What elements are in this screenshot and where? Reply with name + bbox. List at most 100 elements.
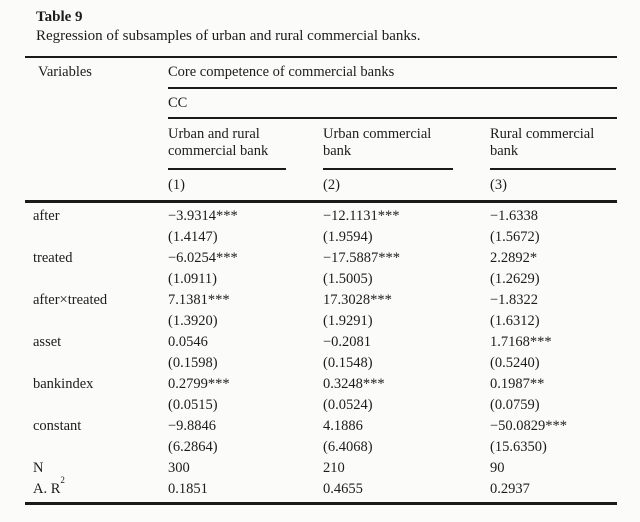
table-caption: Regression of subsamples of urban and ru… [36,28,421,44]
cell: −17.5887*** [323,250,401,266]
cell: −6.0254*** [168,250,238,266]
cell: −9.8846 [168,418,217,434]
cell: 90 [490,460,505,476]
column-header-rule [168,168,286,170]
cell: −3.9314*** [168,208,238,224]
span-header-rule [168,87,617,89]
cc-header: CC [168,94,188,111]
row-label: after [33,208,60,224]
row-label: A. R2 [25,476,168,500]
row-label: treated [33,250,73,266]
table-row-asset-coef: asset 0.0546 −0.2081 1.7168*** [25,332,617,353]
table-top-rule [25,56,617,58]
row-label-superscript: 2 [60,475,65,486]
row-label [25,311,168,332]
table-row-n: N 300 210 90 [25,458,617,479]
row-label: constant [33,418,82,434]
empty-cell [25,119,168,170]
cell: 0.2799*** [168,376,230,392]
cell: 0.1851 [168,481,208,497]
table-row-treated-coef: treated −6.0254*** −17.5887*** 2.2892* [25,248,617,269]
cell: 7.1381*** [168,292,230,308]
model-number-1: (1) [168,176,185,193]
header-row-columns: Urban and rural commercial bank Urban co… [25,119,617,170]
cell: 300 [168,460,190,476]
table-row-constant-se: (6.2864) (6.4068) (15.6350) [25,437,617,458]
column-header-rule [490,168,616,170]
column-header-line: commercial bank [168,143,269,159]
model-number-2: (2) [323,176,340,193]
column-header-line: Urban and rural [168,126,260,142]
row-label: N [33,460,44,476]
cell: (0.5240) [490,355,540,371]
column-header-urban-rural: Urban and rural commercial bank [168,119,323,170]
table-body: after −3.9314*** −12.1131*** −1.6338 (1.… [25,203,617,502]
cell: −50.0829*** [490,418,568,434]
table-row-bankindex-coef: bankindex 0.2799*** 0.3248*** 0.1987** [25,374,617,395]
cell: 17.3028*** [323,292,392,308]
cell: 2.2892* [490,250,538,266]
cell: (6.4068) [323,439,373,455]
cell: (0.1598) [168,355,218,371]
header-row-model-numbers: (1) (2) (3) [25,170,617,200]
column-header-line: Urban commercial [323,126,432,142]
cell: (1.0911) [168,271,217,287]
cell: 0.1987** [490,376,545,392]
cell: (0.0759) [490,397,540,413]
row-label [25,437,168,458]
cell: (6.2864) [168,439,218,455]
row-label [25,395,168,416]
table-caption-block: Table 9 Regression of subsamples of urba… [36,8,616,46]
header-row-span: Variables Core competence of commercial … [25,58,617,87]
cell: 0.4655 [323,481,363,497]
column-header-rule [323,168,453,170]
table-row-asset-se: (0.1598) (0.1548) (0.5240) [25,353,617,374]
cell: (1.6312) [490,313,540,329]
cell: (0.1548) [323,355,373,371]
table-row-adj-r2: A. R2 0.1851 0.4655 0.2937 [25,476,617,500]
cell: (1.5005) [323,271,373,287]
row-label [25,227,168,248]
header-row-cc: CC [25,89,617,117]
cell: 1.7168*** [490,334,552,350]
table-row-after-se: (1.4147) (1.9594) (1.5672) [25,227,617,248]
variables-header: Variables [38,64,92,80]
column-header-line: Rural commercial [490,126,595,142]
table-row-bankindex-se: (0.0515) (0.0524) (0.0759) [25,395,617,416]
model-number-3: (3) [490,176,507,193]
cell: −12.1131*** [323,208,400,224]
cell: −1.8322 [490,292,539,308]
table-row-treated-se: (1.0911) (1.5005) (1.2629) [25,269,617,290]
span-header: Core competence of commercial banks [168,64,395,80]
cell: (1.4147) [168,229,218,245]
column-header-urban: Urban commercial bank [323,119,490,170]
table-mid-rule [25,200,617,203]
column-header-rural: Rural commercial bank [490,119,617,170]
cell: 0.0546 [168,334,208,350]
table-title: Table 9 [36,9,83,25]
cell: (0.0515) [168,397,218,413]
row-label: after×treated [33,292,108,308]
cell: 4.1886 [323,418,363,434]
row-label-text: A. R [33,481,61,497]
cell: (0.0524) [323,397,373,413]
cell: (1.9594) [323,229,373,245]
row-label [25,269,168,290]
row-label: bankindex [33,376,94,392]
regression-table: Variables Core competence of commercial … [25,56,617,505]
cell: −0.2081 [323,334,372,350]
cell: 210 [323,460,345,476]
table-row-after-coef: after −3.9314*** −12.1131*** −1.6338 [25,206,617,227]
row-label: asset [33,334,62,350]
cell: (1.5672) [490,229,540,245]
table-bottom-rule [25,502,617,505]
cell: (15.6350) [490,439,547,455]
cell: (1.9291) [323,313,373,329]
cc-header-rule [168,117,617,119]
cell: (1.3920) [168,313,218,329]
cell: (1.2629) [490,271,540,287]
cell: −1.6338 [490,208,539,224]
cell: 0.3248*** [323,376,385,392]
table-row-interaction-coef: after×treated 7.1381*** 17.3028*** −1.83… [25,290,617,311]
